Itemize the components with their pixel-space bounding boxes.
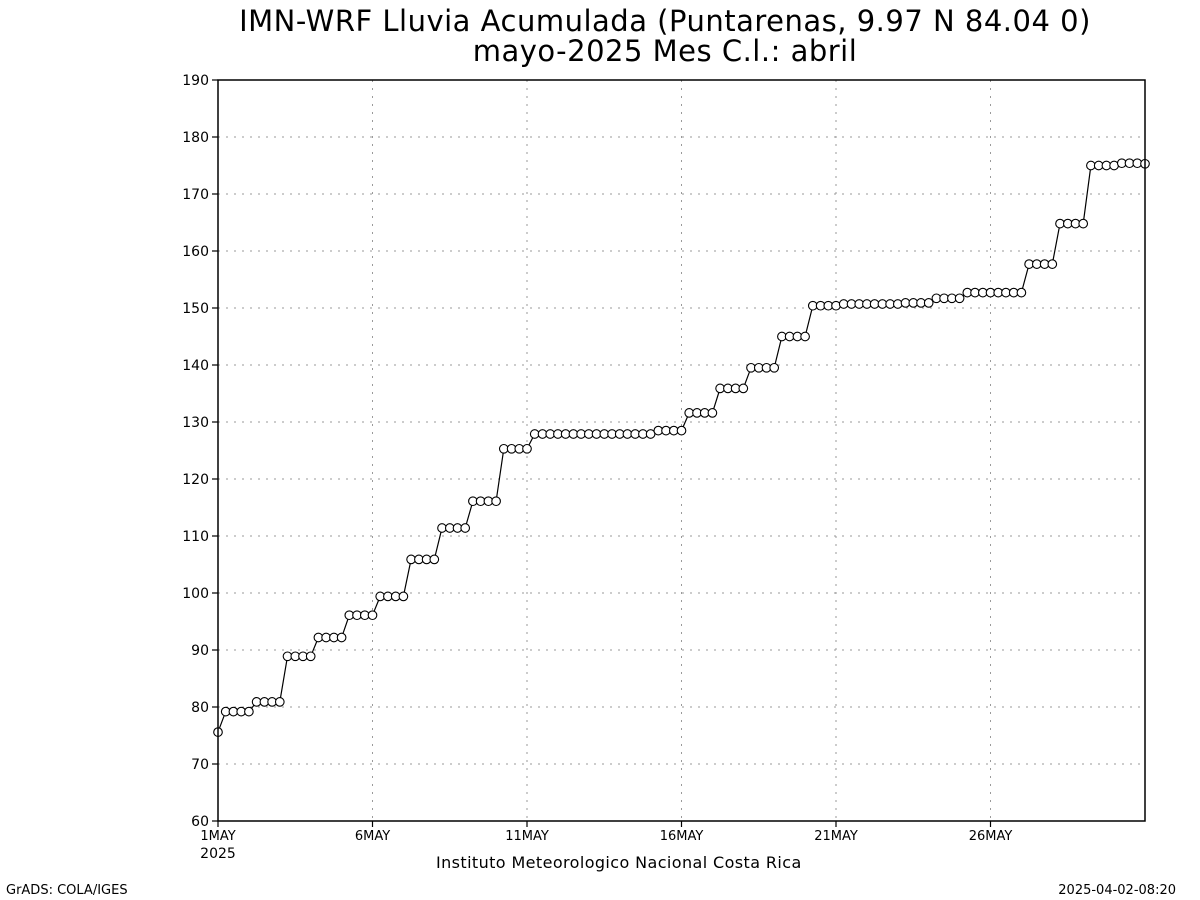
data-point	[923, 298, 934, 308]
x-tick-label: 11MAY	[505, 829, 549, 844]
x-tick-label: 21MAY	[814, 829, 858, 844]
x-tick-label: 1MAY	[200, 829, 235, 844]
y-tick-label: 140	[182, 358, 209, 374]
chart-subtitle: mayo-2025 Mes C.l.: abril	[472, 34, 858, 68]
data-point	[1016, 287, 1027, 298]
plot-frame	[217, 79, 1146, 822]
data-point	[954, 293, 965, 304]
data-point	[429, 554, 440, 565]
y-tick-label: 150	[182, 301, 209, 317]
y-tick-label: 120	[182, 472, 209, 488]
y-tick-label: 160	[182, 244, 209, 260]
data-point	[769, 362, 780, 373]
data-point	[336, 632, 347, 643]
chart-title: IMN-WRF Lluvia Acumulada (Puntarenas, 9.…	[239, 4, 1091, 38]
y-tick-label: 60	[191, 814, 209, 830]
data-point	[460, 523, 471, 533]
data-point	[831, 300, 841, 311]
y-tick-label: 70	[191, 757, 209, 773]
data-point	[274, 697, 285, 707]
data-point	[305, 651, 316, 662]
footer-software: GrADS: COLA/IGES	[6, 883, 128, 898]
footer-timestamp: 2025-04-02-08:20	[1058, 883, 1176, 898]
data-point	[800, 331, 810, 342]
footer-institution: Instituto Meteorologico Nacional Costa R…	[436, 853, 802, 872]
y-tick-label: 80	[191, 700, 209, 716]
data-point	[491, 496, 501, 507]
y-tick-label: 130	[182, 415, 209, 431]
data-point	[398, 591, 409, 602]
data-point	[738, 383, 749, 394]
y-tick-label: 190	[182, 73, 209, 89]
data-point	[367, 610, 378, 621]
x-tick-label: 26MAY	[969, 829, 1013, 844]
data-point	[676, 425, 687, 436]
x-tick-label: 16MAY	[660, 829, 704, 844]
data-point	[1078, 218, 1089, 229]
grid	[218, 80, 1145, 821]
x-tick-year-label: 2025	[200, 846, 236, 862]
y-tick-label: 170	[182, 187, 209, 203]
y-tick-label: 100	[182, 586, 209, 602]
axes: 60 70 80 90 100 110 120 130 140 150 160 170 180 190 1M…	[182, 73, 1012, 862]
y-tick-label: 180	[182, 130, 209, 146]
data-point	[707, 408, 718, 418]
data-point	[1047, 259, 1058, 269]
series-rain-accum	[213, 158, 1150, 737]
y-tick-label: 90	[191, 643, 209, 659]
data-point	[244, 706, 254, 717]
y-tick-label: 110	[182, 529, 209, 545]
x-tick-label: 6MAY	[355, 829, 390, 844]
data-point	[522, 443, 532, 454]
